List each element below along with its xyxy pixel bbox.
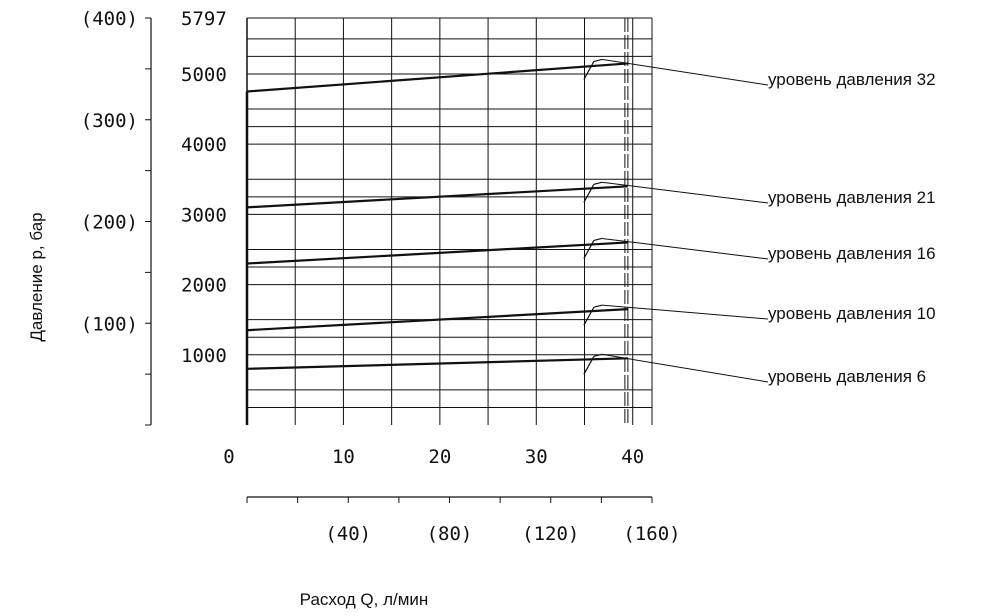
series-marker [593,181,603,185]
series-label: уровень давления 32 [768,70,936,89]
y-tick-label: 4000 [181,134,227,156]
x-tick-label: 40 [621,446,644,468]
y-tick-label: 3000 [181,204,227,226]
series-marker [593,58,603,63]
series-marker [583,183,595,203]
chart-labels: 1000 2000 3000 4000 5000 5797 (100) (200) (300) (… [81,8,936,545]
series-label: уровень давления 6 [768,367,926,386]
series-line [246,185,628,209]
y-tick-label: 1000 [181,345,227,367]
series-label: уровень давления 10 [768,304,936,323]
series-label: уровень давления 16 [768,244,936,263]
y-axis-label: Давление p, бар [27,212,46,341]
x-axis-label: Расход Q, л/мин [300,590,429,609]
series-line [246,241,628,265]
series-marker [593,353,603,357]
x-secondary-tick-label: (40) [325,523,371,545]
x-tick-label: 30 [525,446,548,468]
y-secondary-tick-label: (400) [81,8,138,30]
x-tick-label: 10 [332,446,355,468]
series-leader-line [601,353,769,383]
series-line [246,62,628,93]
series-marker [583,240,595,259]
series-line [246,357,628,370]
chart-axes [145,17,653,503]
y-tick-label: 5797 [181,8,227,30]
series-marker [583,306,595,326]
y-secondary-tick-label: (200) [81,212,138,234]
series-leader-line [601,58,769,86]
x-secondary-tick-label: (80) [427,523,473,545]
series-marker [593,237,603,242]
series-leader-line [601,237,769,260]
series-marker [583,356,595,375]
series-leader-line [601,181,769,204]
series-label: уровень давления 21 [768,188,936,207]
x-tick-label: 0 [223,446,234,468]
y-tick-label: 2000 [181,275,227,297]
x-secondary-tick-label: (120) [522,523,579,545]
x-secondary-tick-label: (160) [623,523,680,545]
chart-series [245,58,769,425]
y-tick-label: 5000 [181,64,227,86]
x-tick-label: 20 [428,446,451,468]
series-line [246,308,628,332]
y-secondary-tick-label: (300) [81,110,138,132]
series-leader-line [601,304,769,320]
series-marker [583,61,595,80]
y-secondary-tick-label: (100) [81,313,138,335]
series-marker [593,304,603,308]
